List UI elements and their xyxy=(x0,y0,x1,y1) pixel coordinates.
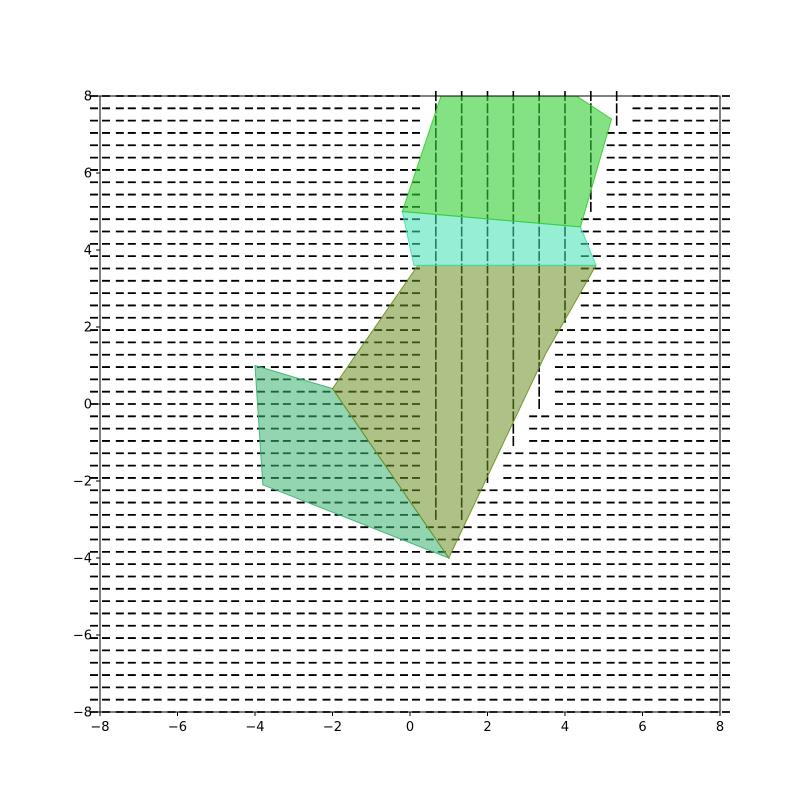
y-tick-label: −8 xyxy=(73,706,92,721)
y-tick-label: 0 xyxy=(84,398,92,413)
region-polygon-4 xyxy=(401,95,613,228)
y-tick-label: 6 xyxy=(84,167,92,182)
x-tick-label: −2 xyxy=(323,720,342,735)
polygon-layer xyxy=(254,95,613,560)
x-tick-label: 0 xyxy=(406,720,414,735)
y-tick-label: −4 xyxy=(73,552,92,567)
x-axis: −8 −6 −4 −2 0 2 4 6 8 xyxy=(90,712,724,735)
x-tick-label: 4 xyxy=(561,720,569,735)
x-tick-label: −4 xyxy=(245,720,264,735)
x-tick-label: 2 xyxy=(483,720,491,735)
y-tick-label: 2 xyxy=(84,321,92,336)
region-polygon-2 xyxy=(331,264,597,559)
x-tick-label: 6 xyxy=(638,720,646,735)
y-axis: −8 −6 −4 −2 0 2 4 6 8 xyxy=(73,90,100,721)
y-tick-label: 4 xyxy=(84,244,92,259)
x-tick-label: 8 xyxy=(716,720,724,735)
y-tick-label: −2 xyxy=(73,475,92,490)
x-tick-label: −8 xyxy=(90,720,109,735)
y-tick-label: −6 xyxy=(73,629,92,644)
y-tick-label: 8 xyxy=(84,90,92,105)
x-tick-label: −6 xyxy=(168,720,187,735)
